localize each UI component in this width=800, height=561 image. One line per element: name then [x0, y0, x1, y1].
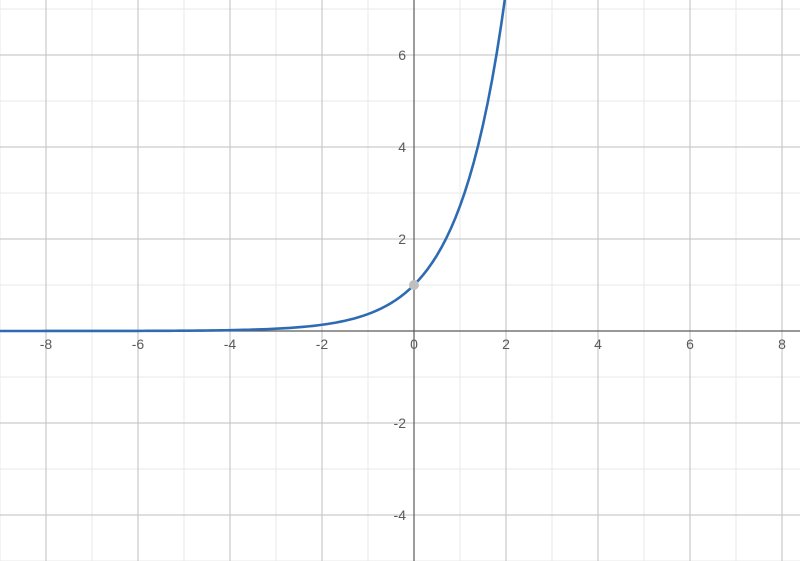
x-tick-label: -2 [316, 336, 329, 352]
x-tick-label: -6 [132, 336, 145, 352]
chart-background [0, 0, 800, 561]
y-tick-label: -2 [394, 415, 407, 431]
x-tick-label: 2 [502, 336, 510, 352]
x-tick-label: -4 [224, 336, 237, 352]
x-tick-label: 6 [686, 336, 694, 352]
y-tick-label: 6 [398, 47, 406, 63]
exponential-chart: -8 -6 -4 -2 0 2 4 6 8 -4 -2 2 4 6 [0, 0, 800, 561]
y-tick-label: 4 [398, 139, 406, 155]
x-tick-label: -8 [40, 336, 53, 352]
x-tick-label: 0 [410, 336, 418, 352]
x-tick-label: 4 [594, 336, 602, 352]
y-intercept-marker [409, 280, 419, 290]
y-tick-label: -4 [394, 507, 407, 523]
y-tick-label: 2 [398, 231, 406, 247]
x-tick-label: 8 [778, 336, 786, 352]
